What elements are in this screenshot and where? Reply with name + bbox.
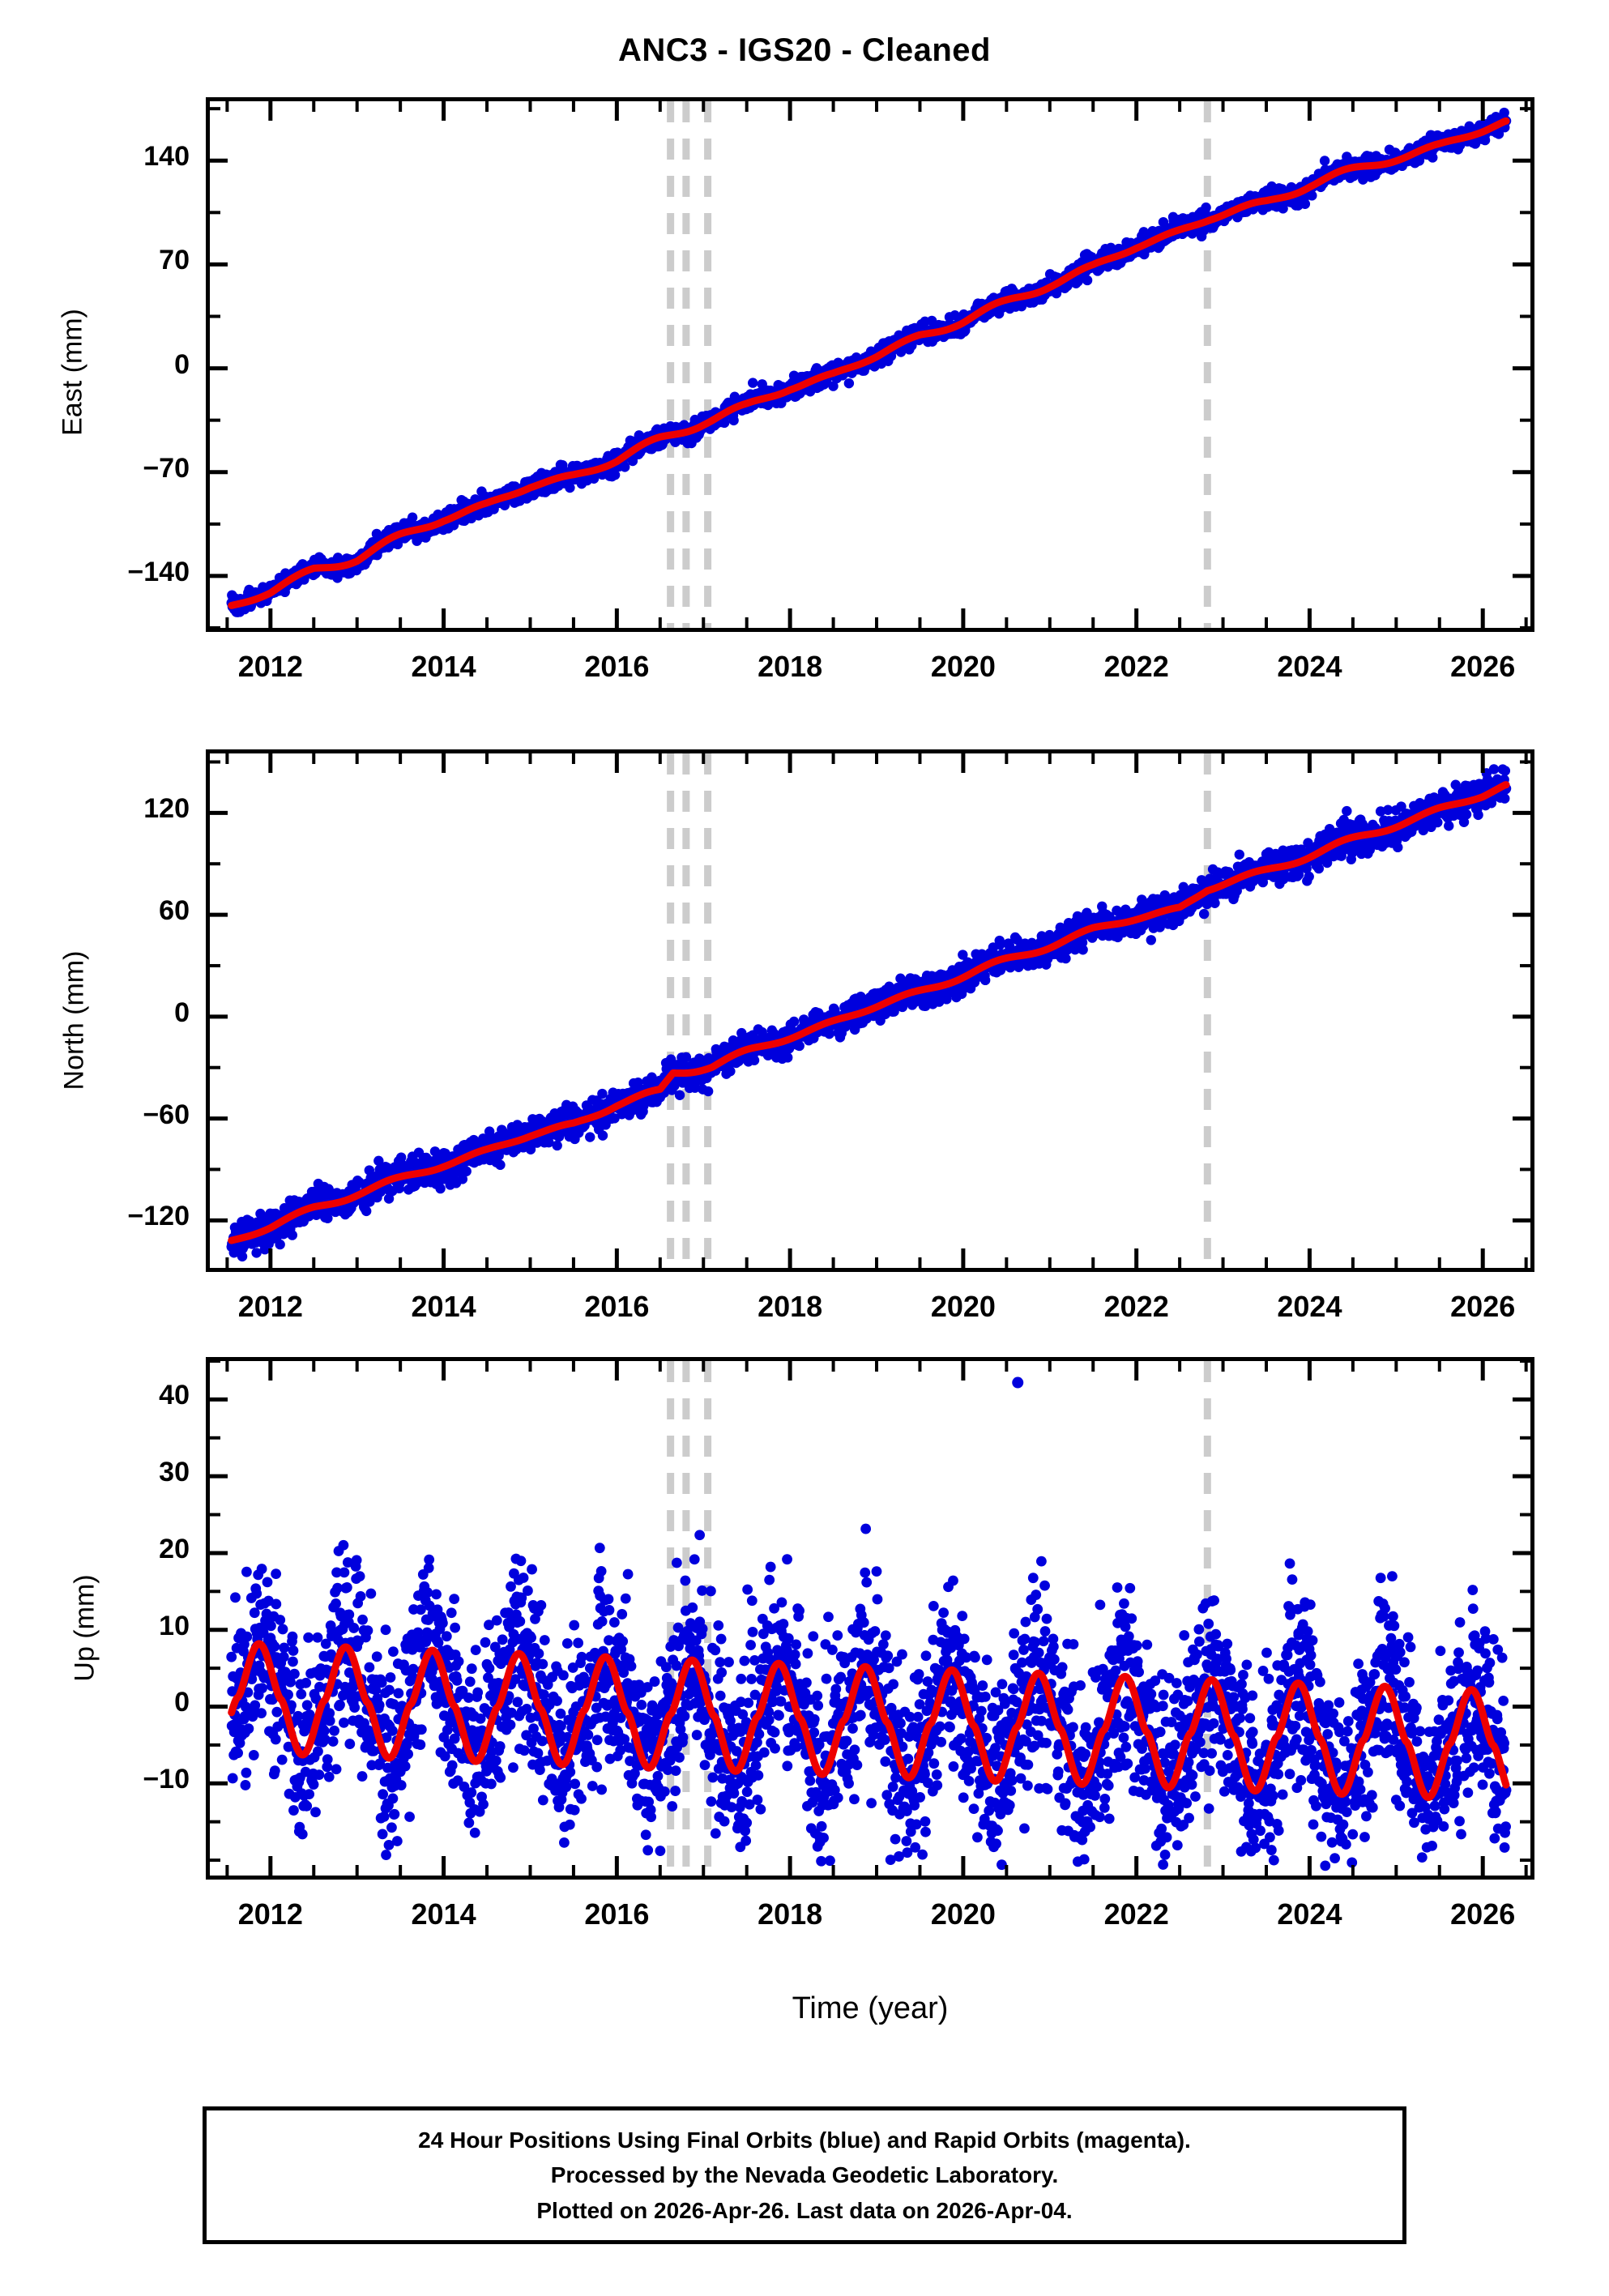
x-tick-label: 2018	[758, 1897, 823, 1931]
y-tick-label: 0	[174, 996, 190, 1028]
x-tick-label: 2020	[930, 650, 996, 683]
x-tick-label: 2014	[411, 1897, 476, 1931]
y-tick-label: −10	[143, 1764, 190, 1795]
caption-box: 24 Hour Positions Using Final Orbits (bl…	[203, 2106, 1406, 2244]
x-tick-label: 2016	[584, 1897, 650, 1931]
x-tick-label: 2014	[411, 650, 476, 683]
caption-line-1: 24 Hour Positions Using Final Orbits (bl…	[418, 2127, 1191, 2153]
plot-canvas-north	[210, 753, 1530, 1268]
y-tick-label: 120	[143, 793, 190, 825]
x-tick-label: 2022	[1103, 650, 1169, 683]
x-tick-label: 2016	[584, 650, 650, 683]
x-tick-label: 2024	[1277, 650, 1342, 683]
axis-label-time: Time (year)	[792, 1991, 949, 2025]
plot-canvas-up	[210, 1361, 1530, 1876]
y-tick-label: −120	[127, 1201, 190, 1232]
x-tick-label: 2024	[1277, 1290, 1342, 1323]
y-tick-label: −140	[127, 556, 190, 587]
y-tick-label: −60	[143, 1099, 190, 1130]
y-tick-label: 70	[159, 245, 190, 276]
plot-frame-east	[206, 97, 1534, 632]
y-tick-label: 0	[174, 348, 190, 380]
y-tick-label: 60	[159, 895, 190, 927]
y-tick-label: −70	[143, 452, 190, 484]
y-tick-label: 20	[159, 1533, 190, 1564]
x-tick-label: 2012	[237, 1290, 303, 1323]
plot-frame-north	[206, 749, 1534, 1272]
x-tick-label: 2020	[930, 1897, 996, 1931]
plot-frame-up	[206, 1357, 1534, 1880]
y-tick-label: 10	[159, 1610, 190, 1641]
x-tick-label: 2014	[411, 1290, 476, 1323]
x-tick-label: 2022	[1103, 1897, 1169, 1931]
plot-canvas-east	[210, 101, 1530, 628]
y-tick-label: 30	[159, 1457, 190, 1488]
x-tick-label: 2016	[584, 1290, 650, 1323]
x-tick-label: 2022	[1103, 1290, 1169, 1323]
x-tick-label: 2012	[237, 650, 303, 683]
y-tick-label: 40	[159, 1380, 190, 1411]
x-tick-label: 2020	[930, 1290, 996, 1323]
x-tick-label: 2024	[1277, 1897, 1342, 1931]
x-tick-label: 2026	[1450, 1897, 1516, 1931]
x-tick-label: 2026	[1450, 650, 1516, 683]
y-tick-label: 0	[174, 1687, 190, 1718]
caption-line-3: Plotted on 2026-Apr-26. Last data on 202…	[536, 2197, 1073, 2223]
x-tick-label: 2026	[1450, 1290, 1516, 1323]
x-tick-label: 2012	[237, 1897, 303, 1931]
y-tick-label: 140	[143, 141, 190, 173]
x-tick-label: 2018	[758, 1290, 823, 1323]
x-tick-label: 2018	[758, 650, 823, 683]
caption-line-2: Processed by the Nevada Geodetic Laborat…	[550, 2162, 1059, 2188]
page-title: ANC3 - IGS20 - Cleaned	[617, 32, 991, 68]
